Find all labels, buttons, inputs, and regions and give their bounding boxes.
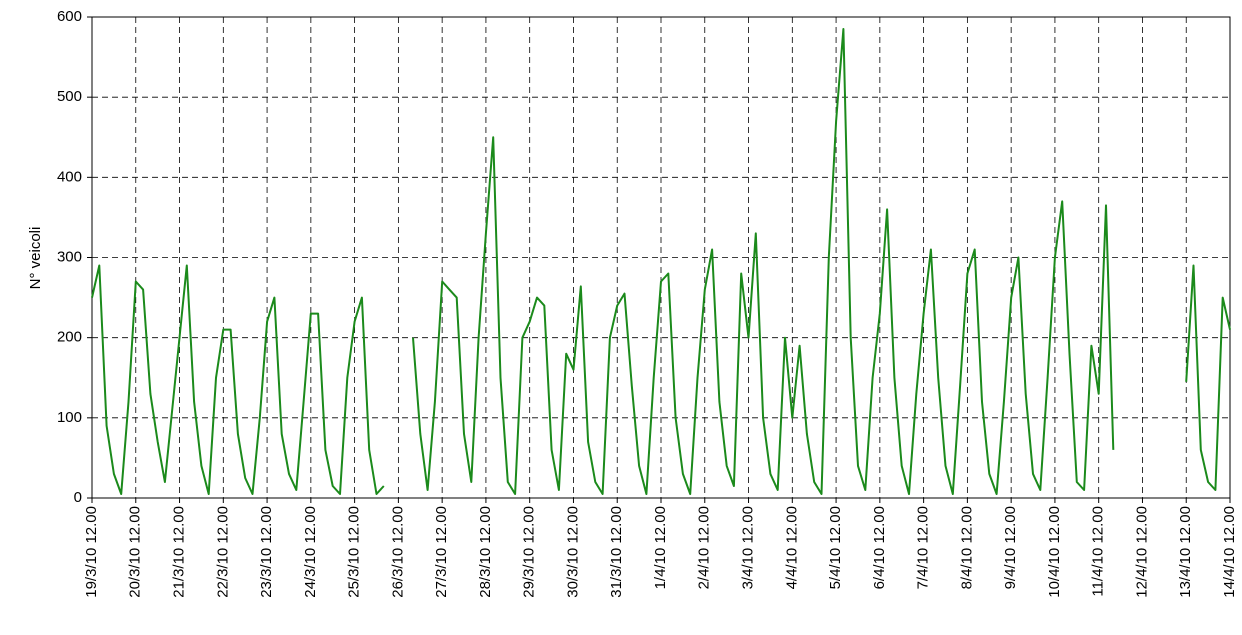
x-tick-label: 30/3/10 12.00	[564, 506, 581, 598]
y-tick-label: 100	[57, 409, 82, 426]
x-tick-label: 8/4/10 12.00	[958, 506, 975, 589]
x-tick-label: 31/3/10 12.00	[608, 506, 625, 598]
plot-frame	[91, 16, 1231, 499]
x-tick-label: 22/3/10 12.00	[214, 506, 231, 598]
x-tick-label: 29/3/10 12.00	[521, 506, 538, 598]
x-tick-label: 9/4/10 12.00	[1002, 506, 1019, 589]
x-tick-label: 21/3/10 12.00	[171, 506, 188, 598]
x-tick-label: 11/4/10 12.00	[1090, 506, 1107, 597]
y-tick-label: 0	[74, 489, 82, 506]
x-tick-label: 5/4/10 12.00	[827, 506, 844, 589]
x-tick-label: 24/3/10 12.00	[302, 506, 319, 598]
x-tick-label: 25/3/10 12.00	[346, 506, 363, 598]
x-tick-label: 2/4/10 12.00	[696, 506, 713, 589]
x-tick-label: 27/3/10 12.00	[433, 506, 450, 598]
x-tick-label: 3/4/10 12.00	[740, 506, 757, 589]
x-tick-label: 4/4/10 12.00	[783, 506, 800, 589]
x-tick-label: 1/4/10 12.00	[652, 506, 669, 589]
y-tick-label: 300	[57, 248, 82, 265]
x-tick-label: 10/4/10 12.00	[1046, 506, 1063, 598]
y-tick-label: 600	[57, 8, 82, 25]
x-tick-label: 6/4/10 12.00	[871, 506, 888, 589]
x-tick-label: 14/4/10 12.00	[1221, 506, 1238, 598]
x-tick-label: 7/4/10 12.00	[915, 506, 932, 589]
x-tick-label: 28/3/10 12.00	[477, 506, 494, 598]
y-tick-label: 400	[57, 168, 82, 185]
x-tick-label: 26/3/10 12.00	[389, 506, 406, 598]
x-tick-label: 13/4/10 12.00	[1177, 506, 1194, 598]
x-tick-label: 12/4/10 12.00	[1133, 506, 1150, 598]
y-axis-label: N° veicoli	[27, 227, 44, 290]
data-line	[91, 28, 1231, 495]
y-tick-label: 200	[57, 329, 82, 346]
y-tick-label: 500	[57, 88, 82, 105]
x-tick-label: 20/3/10 12.00	[127, 506, 144, 598]
x-tick-label: 23/3/10 12.00	[258, 506, 275, 598]
x-tick-label: 19/3/10 12.00	[83, 506, 100, 598]
